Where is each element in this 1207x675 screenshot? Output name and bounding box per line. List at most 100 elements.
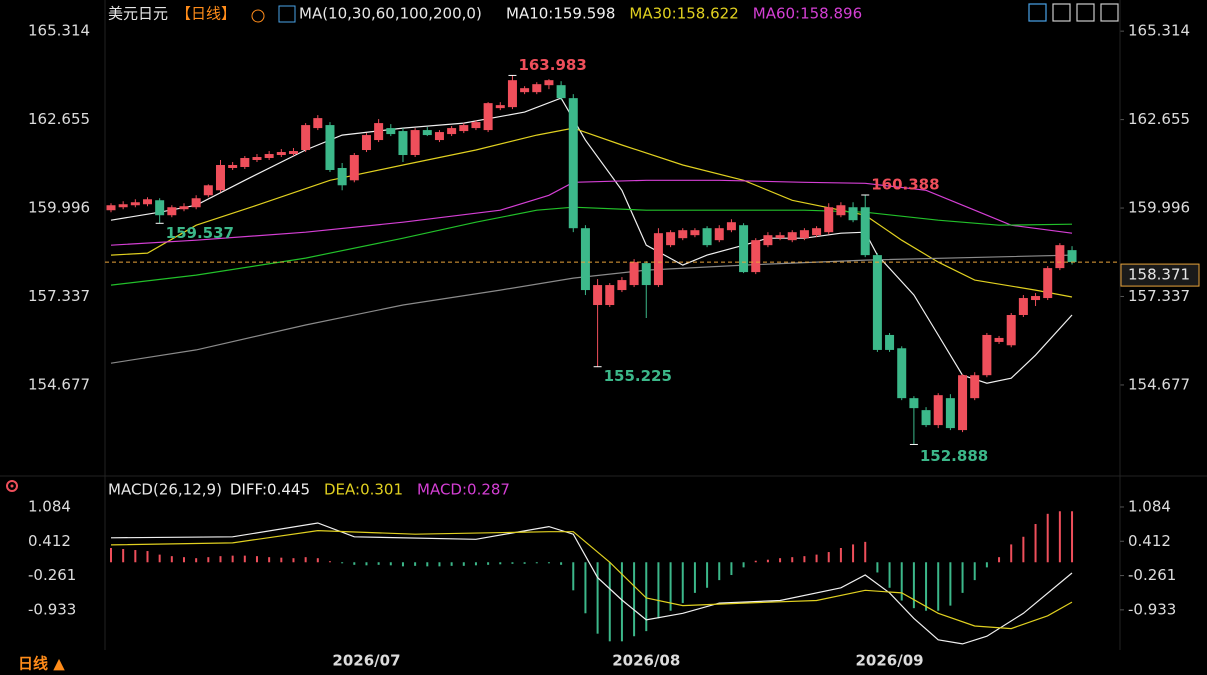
candle-body — [167, 207, 177, 216]
ma-line — [110, 254, 1073, 364]
candle-body — [653, 233, 663, 286]
candle-body — [580, 228, 590, 291]
candle-body — [398, 131, 408, 156]
macd-title: MACD(26,12,9) — [108, 481, 222, 499]
candle-body — [252, 157, 262, 161]
y-tick-label: 0.412 — [28, 532, 71, 550]
macd-bar — [389, 562, 392, 566]
candle-body — [1031, 296, 1041, 301]
y-tick-label: -0.933 — [28, 600, 76, 618]
macd-bar — [657, 562, 660, 619]
candle-body — [933, 395, 943, 426]
icon-bars[interactable] — [1052, 3, 1071, 22]
macd-bar — [852, 544, 855, 563]
macd-bar — [474, 562, 477, 566]
candle-body — [897, 348, 907, 399]
macd-bar — [645, 562, 648, 632]
settings-icon[interactable] — [6, 5, 296, 492]
legend-entry: MA30:158.622 — [629, 5, 738, 23]
legend-entry: MA60:158.896 — [753, 5, 862, 23]
candle-body — [751, 240, 761, 273]
candle-body — [325, 125, 335, 170]
macd-bar — [815, 554, 818, 563]
ma-indicator: MA(10,30,60,100,200,0) — [299, 5, 482, 23]
candle-body — [459, 125, 469, 132]
toolbar-icons[interactable] — [1028, 3, 1119, 22]
candle-body — [775, 235, 785, 239]
candle-body — [994, 337, 1004, 342]
ma-line — [110, 179, 1073, 246]
macd-bar — [401, 562, 404, 567]
candle-body — [520, 88, 530, 93]
macd-bar — [718, 562, 721, 581]
macd-bar — [365, 562, 368, 566]
icon-range[interactable] — [1076, 3, 1095, 22]
macd-bar — [231, 555, 234, 563]
legend-entry: DIFF:0.445 — [230, 481, 310, 499]
macd-bar — [146, 551, 149, 563]
macd-bar — [316, 558, 319, 563]
macd-bar — [706, 562, 709, 588]
macd-bar — [791, 557, 794, 563]
macd-bar — [864, 541, 867, 563]
candle-body — [848, 207, 858, 221]
macd-bar — [560, 562, 563, 565]
macd-bar — [328, 561, 331, 563]
candle-body — [301, 125, 311, 151]
icon-play[interactable] — [1100, 3, 1119, 22]
macd-bar — [949, 562, 952, 606]
macd-bar — [1022, 536, 1025, 563]
candle-body — [958, 375, 968, 431]
candle-body — [799, 230, 809, 239]
ma-line — [110, 97, 1073, 384]
macd-bar — [511, 562, 514, 564]
candle-body — [763, 235, 773, 246]
candle-body — [240, 158, 250, 167]
candle-body — [629, 262, 639, 286]
macd-bar — [353, 562, 356, 565]
indicator-toggle-icon[interactable] — [6, 480, 18, 492]
candle-body — [739, 225, 749, 273]
y-tick-label: 162.655 — [28, 110, 90, 128]
icon-crosshair[interactable] — [1028, 3, 1047, 22]
candle-body — [361, 135, 371, 151]
macd-bar — [681, 562, 684, 604]
macd-bar — [925, 562, 928, 611]
candle-body — [1043, 268, 1053, 299]
extreme-label: 163.983 — [518, 56, 586, 74]
macd-bar — [766, 559, 769, 563]
candle-body — [191, 198, 201, 208]
add-indicator-icon[interactable] — [251, 9, 265, 23]
macd-bar — [985, 562, 988, 568]
candle-body — [130, 202, 140, 206]
period-selector[interactable]: 日线 ▲ — [18, 655, 65, 673]
y-tick-label: 165.314 — [28, 22, 90, 40]
candle-body — [118, 204, 128, 208]
y-tick-label: 154.677 — [28, 375, 90, 393]
macd-bar — [1034, 524, 1037, 563]
candle-body — [1067, 250, 1077, 263]
candle-body — [921, 410, 931, 426]
macd-bar — [195, 558, 198, 563]
indicator-icon[interactable] — [278, 5, 296, 23]
macd-bar — [462, 562, 465, 566]
extreme-label: 160.388 — [871, 175, 939, 193]
candle-body — [556, 85, 566, 99]
macd-bar — [243, 555, 246, 563]
candle-body — [288, 151, 298, 155]
candle-body — [410, 130, 420, 156]
macd-bar — [426, 562, 429, 567]
candle-body — [507, 80, 517, 108]
candle-body — [264, 154, 274, 159]
macd-bar — [255, 556, 258, 563]
macd-bar — [900, 562, 903, 601]
macd-bar — [304, 557, 307, 563]
macd-bar — [888, 562, 891, 588]
candle-body — [471, 122, 481, 129]
macd-bar — [499, 562, 502, 565]
macd-bar — [730, 562, 733, 576]
macd-bar — [998, 557, 1001, 563]
x-tick-label: 2026/07 — [332, 652, 400, 670]
y-tick-label-right: 1.084 — [1128, 497, 1171, 515]
